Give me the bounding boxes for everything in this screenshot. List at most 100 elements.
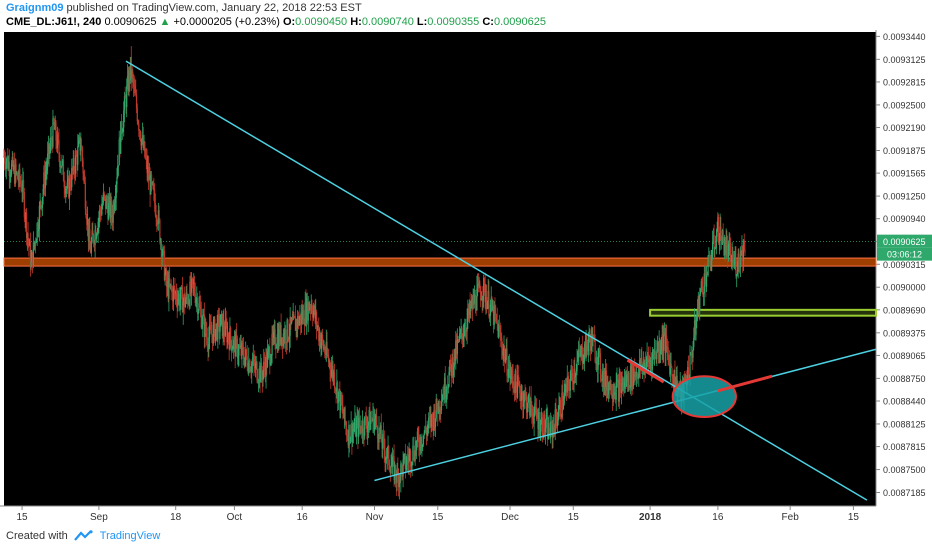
candle-body (718, 217, 720, 243)
candle-body (132, 71, 134, 78)
candle-body (551, 423, 553, 438)
candle-body (641, 358, 643, 370)
candle-body (544, 428, 547, 432)
candle-body (636, 372, 638, 377)
candle-body (388, 465, 391, 470)
candle-body (285, 329, 287, 343)
candle-body (730, 243, 732, 262)
candle-body (484, 283, 486, 302)
candle-body (178, 293, 181, 306)
x-tick-label: 15 (848, 512, 860, 523)
candle-body (205, 321, 207, 334)
candle-body (460, 327, 462, 333)
candle-body (566, 377, 568, 393)
candle-body (281, 337, 283, 344)
candle-body (104, 195, 106, 197)
candle-body (673, 370, 675, 389)
candle-body (730, 259, 733, 262)
candle-body (363, 433, 365, 436)
y-tick-label: 0.0087185 (883, 488, 926, 498)
ohlc-line: CME_DL:J61!, 240 0.0090625 ▲ +0.0000205 … (6, 16, 546, 28)
candle-body (741, 245, 743, 256)
candle-body (300, 312, 303, 325)
y-tick-label: 0.0088750 (883, 374, 926, 384)
candle-body (144, 157, 147, 159)
candle-body (670, 363, 672, 368)
candle-body (583, 359, 585, 363)
candle-body (166, 270, 168, 287)
candle-body (40, 201, 42, 206)
candle-body (147, 167, 150, 181)
candle-body (51, 140, 53, 147)
candle-body (150, 174, 152, 195)
published-text: published on TradingView.com, January 22… (66, 2, 362, 14)
candle-body (294, 317, 297, 331)
candle-body (338, 389, 340, 392)
candle-body (603, 371, 605, 389)
y-tick-label: 0.0087500 (883, 465, 926, 475)
candle-body (203, 314, 205, 338)
candle-body (669, 363, 672, 375)
candle-body (184, 300, 187, 308)
candle-body (379, 425, 382, 434)
candle-body (498, 325, 501, 330)
candle-body (462, 335, 464, 341)
candle-body (513, 385, 515, 387)
candle-body (192, 279, 194, 285)
candle-body (277, 334, 279, 349)
candle-body (35, 240, 37, 244)
candle-body (584, 344, 586, 357)
candle-body (205, 333, 208, 338)
candle-body (474, 294, 476, 309)
candle-body (723, 237, 725, 256)
candle-body (300, 314, 302, 325)
price-chart[interactable]: 0.0093440 0.0093125 0.0092815 0.0092500 0.00… (0, 30, 932, 524)
candle-body (295, 320, 297, 331)
candle-body (211, 334, 214, 344)
candle-body (597, 352, 599, 370)
candle-body (727, 244, 730, 260)
candle-body (427, 426, 429, 429)
author-name[interactable]: Graignm09 (6, 2, 64, 14)
candle-body (156, 217, 158, 224)
candle-body (105, 195, 107, 209)
candle-body (99, 209, 101, 218)
candle-body (382, 433, 385, 439)
candle-body (174, 288, 176, 294)
candle-body (371, 420, 373, 422)
candle-body (609, 380, 611, 390)
candle-body (694, 320, 696, 336)
last-price-label: 0.0090625 (883, 237, 926, 247)
candle-body (359, 425, 361, 427)
candle-body (366, 425, 368, 433)
candle-body (559, 399, 561, 406)
candle-body (260, 362, 263, 376)
candle-body (409, 451, 411, 455)
candle-body (582, 362, 584, 364)
candle-body (373, 410, 375, 431)
candle-body (627, 372, 629, 383)
candle-body (420, 437, 422, 448)
candle-body (715, 236, 717, 249)
candle-body (461, 327, 463, 335)
candle-body (61, 160, 63, 168)
candle-body (7, 156, 9, 169)
candle-body (80, 145, 83, 148)
candle-body (396, 468, 398, 483)
candle-body (250, 370, 252, 372)
tradingview-brand[interactable]: TradingView (99, 530, 161, 542)
candle-body (734, 258, 736, 260)
candle-body (475, 308, 477, 311)
candle-body (712, 234, 714, 243)
candle-body (117, 165, 119, 178)
candle-body (245, 349, 248, 357)
publish-info: Graignm09 published on TradingView.com, … (6, 2, 362, 14)
candle-body (570, 369, 572, 380)
candle-body (386, 448, 388, 458)
symbol-label: CME_DL:J61!, 240 (6, 16, 102, 28)
candle-body (126, 86, 128, 108)
candle-body (624, 376, 626, 383)
candle-body (65, 188, 68, 190)
candle-body (114, 197, 117, 203)
low-value: 0.0090355 (427, 16, 480, 28)
